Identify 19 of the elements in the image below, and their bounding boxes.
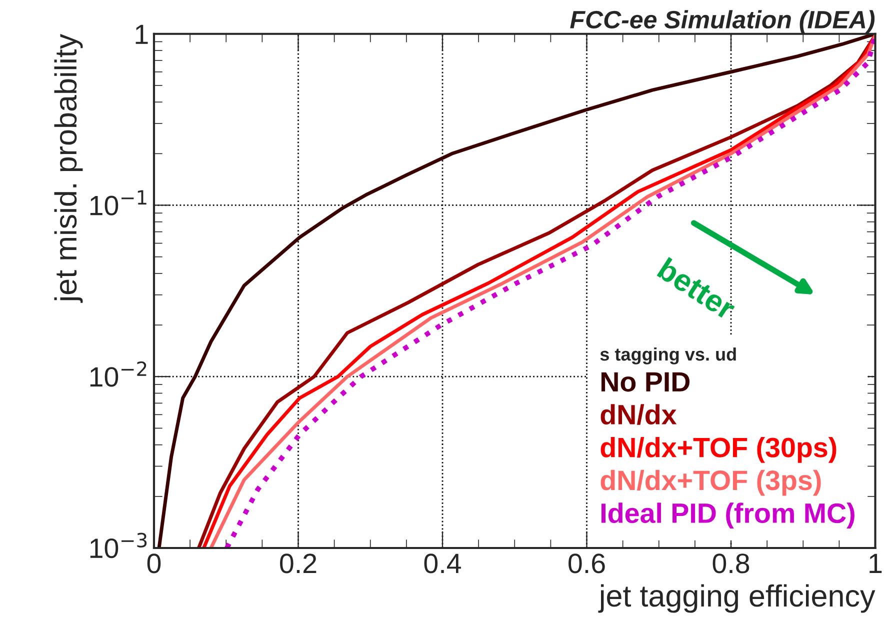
legend-title: s tagging vs. ud [600,347,736,364]
text: dN/dx [600,404,677,425]
y-tick-label: 10$^{−2}$ [90,361,146,387]
x-tick-label: 0.4 [424,554,461,574]
text: Ideal PID (from MC) [602,502,854,529]
y-tick-label: 10$^{−1}$ [90,190,146,216]
x-tick-label: 0.8 [712,554,750,574]
chart-title: FCC-ee Simulation (IDEA) [570,10,875,34]
x-tick-label: 1 [870,554,882,573]
y-tick-label: 1 [136,24,148,44]
y-axis-title: jet misid. probability [54,34,83,303]
text: No PID [602,372,690,392]
text: dN/dx+TOF (3ps) [600,470,821,496]
x-tick-label: 0.6 [568,554,605,574]
y-tick-label: 10$^{−3}$ [90,532,147,558]
x-tick-label: 0.2 [280,554,316,574]
text: dN/dx+TOF (30ps) [600,436,836,463]
x-tick-label: 0 [147,554,161,574]
x-axis-title: jet tagging efficiency [598,584,876,613]
